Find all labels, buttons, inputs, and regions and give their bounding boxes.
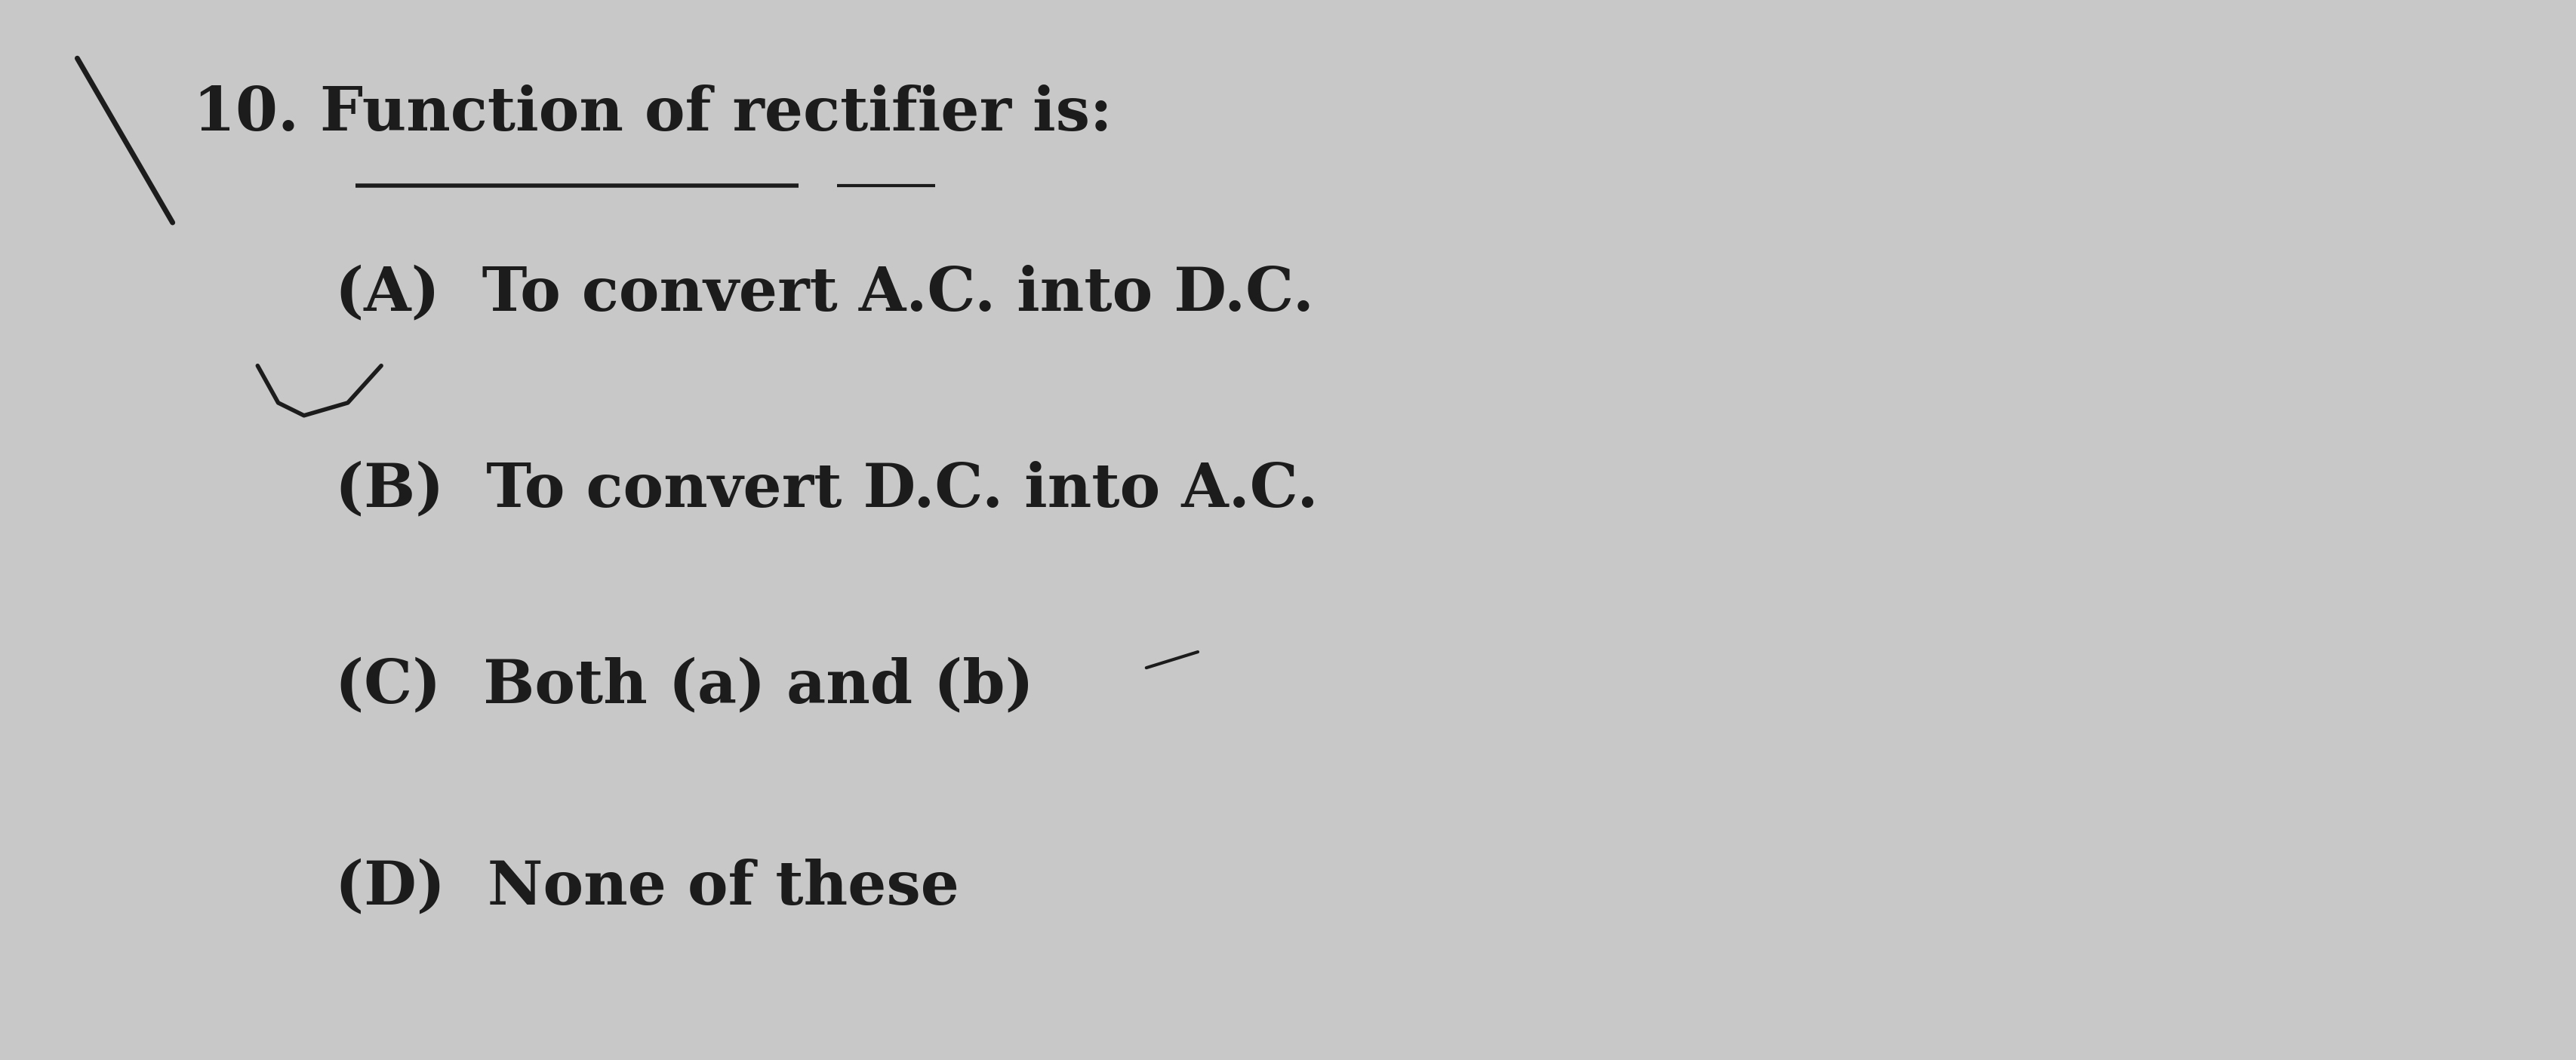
Text: (B)  To convert D.C. into A.C.: (B) To convert D.C. into A.C. — [335, 460, 1319, 519]
Text: (A)  To convert A.C. into D.C.: (A) To convert A.C. into D.C. — [335, 264, 1314, 323]
Text: (C)  Both (a) and (b): (C) Both (a) and (b) — [335, 656, 1033, 716]
Text: 10. Function of rectifier is:: 10. Function of rectifier is: — [193, 84, 1113, 143]
Text: (D)  None of these: (D) None of these — [335, 858, 958, 917]
